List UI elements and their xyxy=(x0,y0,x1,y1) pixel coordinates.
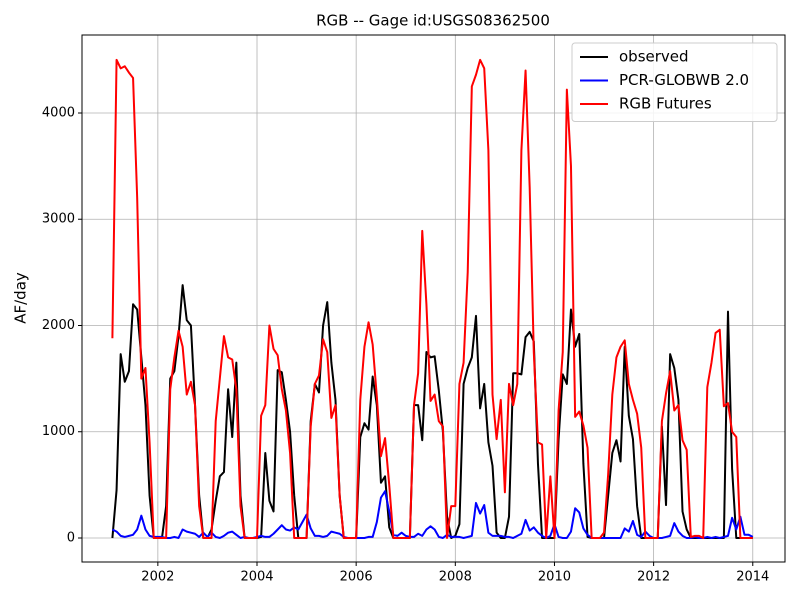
x-tick-label: 2012 xyxy=(637,570,670,585)
x-tick-label: 2010 xyxy=(538,570,571,585)
x-tick-label: 2002 xyxy=(141,570,174,585)
chart-title: RGB -- Gage id:USGS08362500 xyxy=(316,12,550,30)
y-tick-label: 2000 xyxy=(42,318,75,333)
series-line xyxy=(111,58,753,539)
y-tick-label: 4000 xyxy=(42,105,75,120)
x-tick-label: 2008 xyxy=(439,570,472,585)
y-axis-label: AF/day xyxy=(12,272,30,324)
y-tick-label: 0 xyxy=(67,530,75,545)
legend-label: RGB Futures xyxy=(619,95,712,113)
legend-label: observed xyxy=(619,48,689,66)
y-tick-label: 3000 xyxy=(42,212,75,227)
y-tick-label: 1000 xyxy=(42,424,75,439)
x-tick-label: 2004 xyxy=(240,570,273,585)
plot-frame xyxy=(81,34,786,563)
legend-label: PCR-GLOBWB 2.0 xyxy=(619,71,749,89)
x-tick-label: 2014 xyxy=(736,570,769,585)
x-tick-label: 2006 xyxy=(340,570,373,585)
legend-box xyxy=(571,42,778,122)
